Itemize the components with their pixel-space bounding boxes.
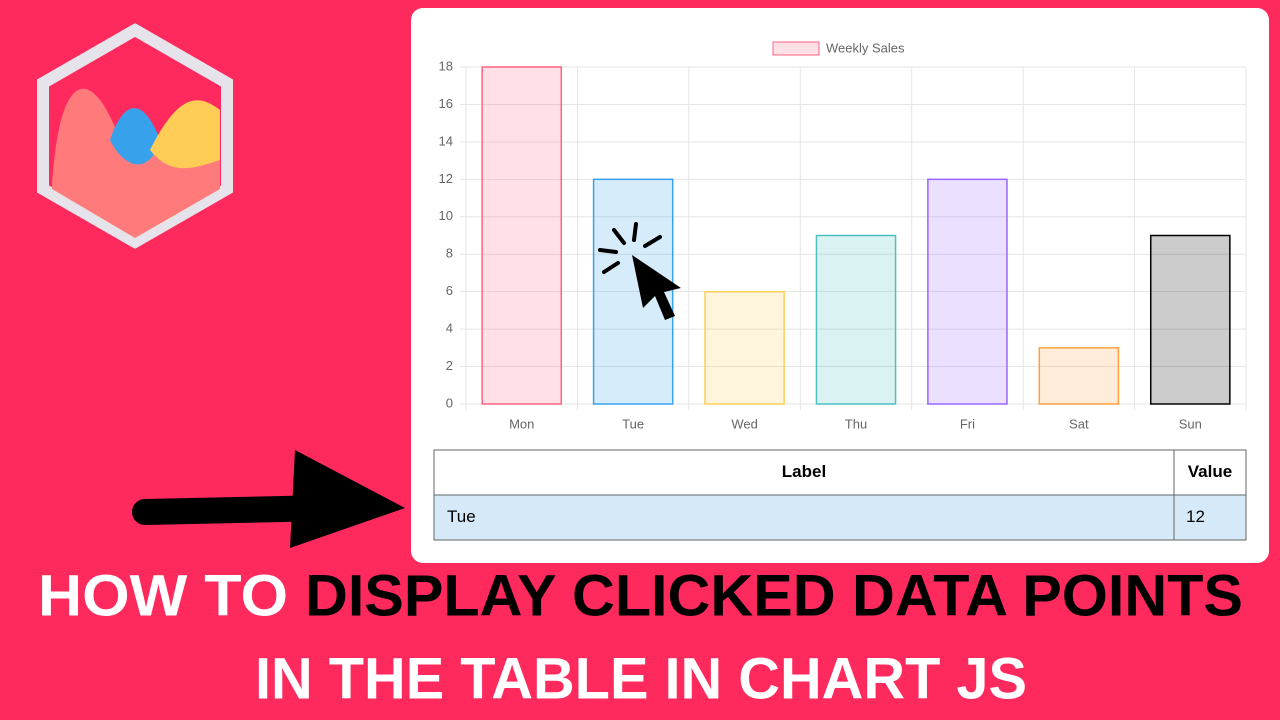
table-header-cell: Label	[782, 462, 826, 481]
y-tick-label: 8	[446, 246, 453, 261]
y-tick-label: 0	[446, 395, 453, 410]
bar	[1149, 234, 1231, 405]
legend-label: Weekly Sales	[826, 40, 905, 55]
table-cell: Tue	[447, 507, 476, 526]
table-header-row	[433, 449, 1247, 496]
pointer-arrow	[132, 450, 405, 548]
bar	[1038, 347, 1120, 405]
x-tick-label: Thu	[845, 416, 867, 431]
bar	[704, 290, 785, 405]
headline-text: HOW TO	[38, 563, 288, 628]
table-cell: 12	[1186, 507, 1205, 526]
headline-text: IN THE TABLE IN CHART JS	[255, 646, 1027, 711]
y-tick-label: 10	[439, 208, 453, 223]
x-tick-label: Sun	[1179, 416, 1202, 431]
bar	[815, 234, 897, 405]
click-cursor	[598, 222, 681, 320]
data-table: Label Value Tue 12	[433, 449, 1247, 541]
logo	[37, 23, 233, 249]
y-tick-label: 6	[446, 283, 453, 298]
x-tick-label: Tue	[622, 416, 644, 431]
y-tick-label: 2	[446, 358, 453, 373]
bar	[481, 66, 563, 405]
card	[411, 8, 1269, 563]
x-tick-label: Wed	[731, 416, 758, 431]
table-row	[433, 494, 1247, 541]
x-tick-label: Sat	[1069, 416, 1089, 431]
legend-swatch	[772, 41, 820, 56]
y-tick-label: 14	[439, 133, 453, 148]
headline-text: DISPLAY CLICKED DATA POINTS	[305, 563, 1243, 628]
y-tick-label: 4	[446, 321, 453, 336]
y-tick-label: 16	[439, 96, 453, 111]
bar	[927, 178, 1008, 405]
x-tick-label: Fri	[960, 416, 975, 431]
y-tick-label: 18	[439, 58, 453, 73]
bar	[592, 178, 674, 405]
y-tick-label: 12	[439, 171, 453, 186]
table-header-cell: Value	[1188, 462, 1232, 481]
chart: 0 2 4 6 8 10 12 14 16 18 Weekly Sales Mon Tue Wed Thu F…	[439, 40, 1247, 431]
x-tick-label: Mon	[509, 416, 534, 431]
